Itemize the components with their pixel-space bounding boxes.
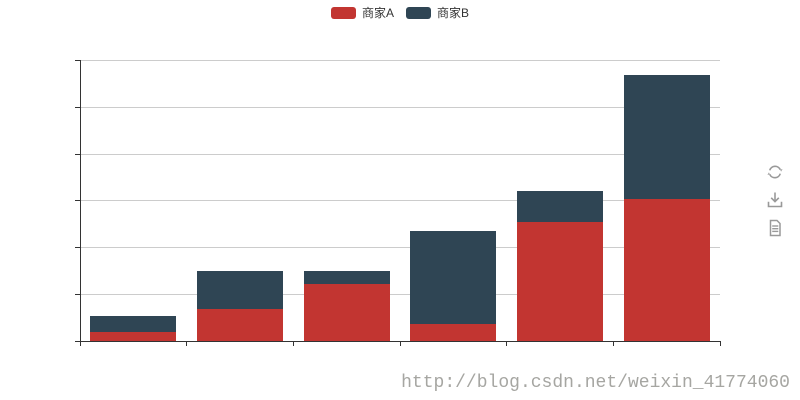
gridline — [80, 60, 720, 61]
plot-area — [80, 60, 720, 341]
legend-label-series-b: 商家B — [437, 6, 470, 20]
bar-segment-商家A-4[interactable] — [517, 222, 603, 341]
bar-segment-商家A-3[interactable] — [410, 324, 497, 341]
y-axis-tick — [75, 106, 80, 108]
legend-swatch-series-a — [330, 7, 356, 19]
toolbox — [765, 162, 785, 238]
y-axis-line — [80, 60, 81, 341]
bar-segment-商家B-4[interactable] — [517, 191, 603, 223]
y-axis-tick — [75, 60, 80, 61]
gridline — [80, 293, 720, 295]
x-axis-tick — [79, 341, 81, 346]
bar-segment-商家A-5[interactable] — [623, 198, 710, 341]
x-axis-line — [80, 341, 721, 342]
x-axis-tick — [506, 341, 508, 346]
x-axis-tick — [399, 341, 401, 346]
bar-segment-商家B-3[interactable] — [410, 230, 497, 325]
x-axis-tick — [186, 341, 188, 346]
legend-item-series-a[interactable]: 商家A — [330, 6, 394, 20]
x-axis-tick — [719, 341, 721, 346]
gridline — [80, 200, 720, 202]
bar-segment-商家A-1[interactable] — [197, 309, 283, 341]
x-axis-tick — [292, 341, 294, 346]
bar-segment-商家B-2[interactable] — [303, 270, 390, 284]
bar-segment-商家B-1[interactable] — [197, 270, 283, 310]
bar-segment-商家A-0[interactable] — [90, 331, 177, 341]
bar-segment-商家B-0[interactable] — [90, 315, 177, 332]
legend-item-series-b[interactable]: 商家B — [406, 6, 469, 20]
y-axis-tick — [75, 153, 80, 155]
legend-label-series-a: 商家A — [361, 6, 394, 20]
bar-segment-商家A-2[interactable] — [303, 283, 390, 341]
data-view-icon[interactable] — [765, 218, 785, 238]
legend-swatch-series-b — [406, 7, 431, 19]
y-axis-tick — [75, 293, 80, 295]
save-as-image-icon[interactable] — [765, 190, 785, 210]
watermark-text: http://blog.csdn.net/weixin_41774060 — [401, 373, 790, 393]
gridline — [80, 106, 720, 108]
restore-icon[interactable] — [765, 162, 785, 182]
bar-segment-商家B-5[interactable] — [623, 74, 710, 199]
y-axis-tick — [75, 200, 80, 202]
gridline — [80, 247, 720, 248]
y-axis-tick — [75, 247, 80, 248]
y-axis-tick — [75, 340, 80, 342]
x-axis-tick — [612, 341, 614, 346]
legend: 商家A 商家B — [0, 6, 800, 20]
gridline — [80, 153, 720, 155]
